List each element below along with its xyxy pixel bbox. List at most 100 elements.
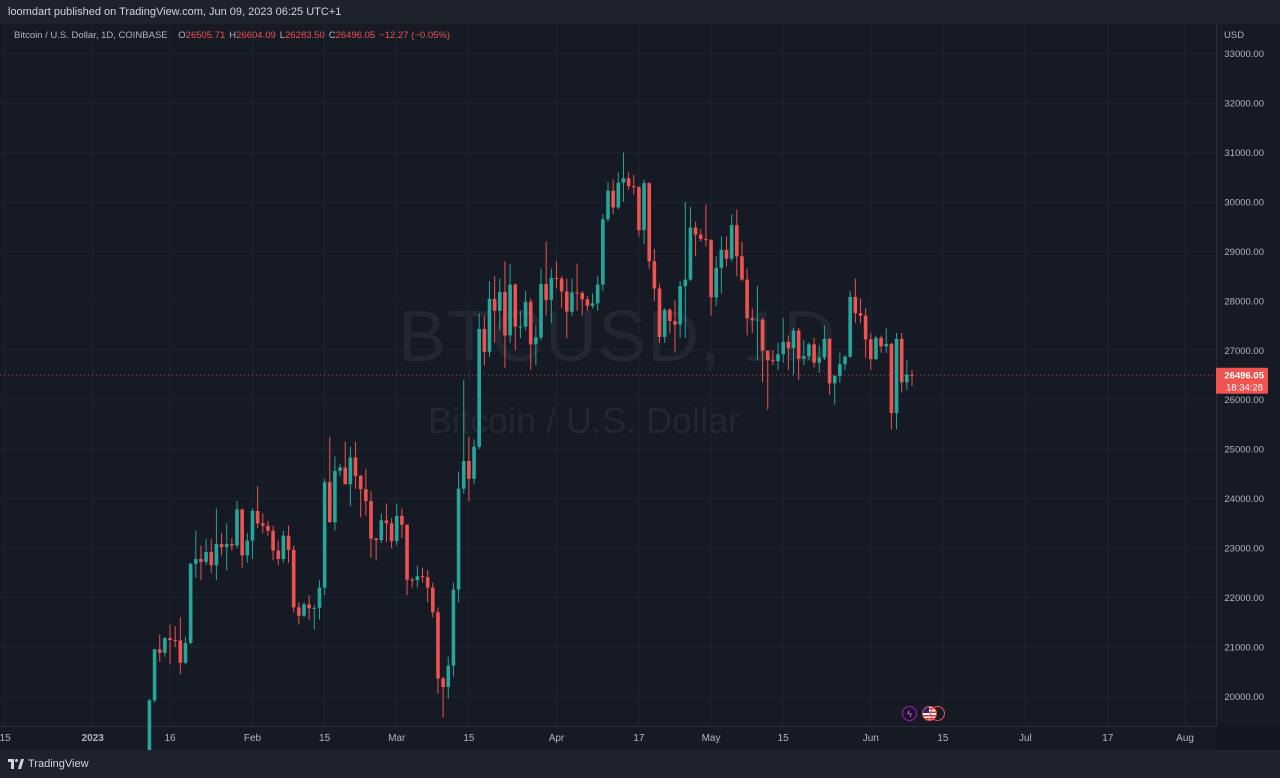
- tradingview-logo[interactable]: TradingView: [8, 758, 89, 770]
- candle-body: [853, 296, 858, 314]
- x-tick-label: Aug: [1176, 733, 1194, 744]
- candle-body: [193, 558, 198, 564]
- candle-body: [564, 291, 569, 312]
- candle-body: [729, 225, 734, 259]
- candle-body: [467, 461, 471, 479]
- candle-body: [590, 303, 595, 306]
- legend-close-value: 26496.05: [335, 30, 376, 41]
- candle-body: [796, 330, 801, 359]
- y-tick-label: 31000.00: [1224, 148, 1264, 159]
- candle-body: [704, 239, 708, 241]
- candle-body: [235, 509, 239, 546]
- x-tick-label: Feb: [244, 733, 262, 744]
- y-tick-label: 30000.00: [1224, 197, 1264, 208]
- candle-body: [163, 638, 167, 653]
- candle-body: [601, 219, 605, 285]
- legend-close-label: C: [328, 30, 336, 41]
- candle-body: [183, 642, 188, 663]
- candle-body: [456, 488, 461, 590]
- candle-body: [307, 604, 311, 609]
- candle-body: [431, 587, 435, 613]
- candle-body: [668, 309, 672, 322]
- candle-body: [523, 301, 528, 327]
- y-tick-label: 22000.00: [1224, 593, 1264, 604]
- y-tick-label: 28000.00: [1224, 296, 1264, 307]
- candle-body: [240, 509, 244, 556]
- candle-body: [662, 309, 667, 337]
- legend-open-label: O: [178, 30, 186, 41]
- candle-body: [497, 291, 502, 311]
- candle-body: [714, 267, 719, 298]
- candle-body: [405, 524, 409, 580]
- candle-body: [822, 338, 827, 358]
- candle-body: [503, 291, 507, 336]
- candle-body: [333, 470, 337, 523]
- x-tick-label: 17: [1102, 733, 1114, 744]
- lightning-icon[interactable]: ϟ: [902, 706, 917, 721]
- candle-body: [776, 354, 780, 362]
- legend-low-label: L: [279, 30, 286, 41]
- candle-body: [688, 227, 693, 280]
- candle-body: [317, 587, 322, 608]
- legend-high-value: 26604.09: [236, 30, 276, 41]
- x-tick-label: 15: [937, 733, 949, 744]
- x-tick-label: 16: [164, 733, 176, 744]
- legend-symbol: Bitcoin / U.S. Dollar, 1D, COINBASE: [14, 30, 168, 41]
- y-tick-label: 20000.00: [1224, 692, 1264, 703]
- candle-body: [369, 501, 373, 539]
- x-tick-label: Mar: [388, 733, 406, 744]
- candle-body: [884, 343, 889, 347]
- candle-body: [673, 321, 677, 325]
- candle-body: [343, 467, 348, 485]
- candle-body: [827, 338, 832, 384]
- candle-body: [214, 544, 219, 566]
- candle-body: [302, 604, 306, 616]
- x-tick-label: May: [702, 733, 721, 744]
- candle-body: [518, 326, 523, 328]
- candle-body: [750, 318, 755, 320]
- candle-body: [209, 551, 214, 566]
- time-axis[interactable]: [0, 726, 1216, 750]
- candle-body: [760, 319, 765, 351]
- x-tick-label: 15: [319, 733, 331, 744]
- y-tick-label: 29000.00: [1224, 247, 1264, 258]
- candle-body: [585, 299, 590, 306]
- candle-body: [637, 187, 641, 231]
- candle-body: [358, 475, 363, 490]
- candle-body: [879, 337, 883, 347]
- candle-body: [698, 234, 703, 240]
- candle-body: [554, 278, 559, 280]
- candle-body: [549, 278, 554, 300]
- x-tick-label: 15: [0, 733, 11, 744]
- candle-body: [874, 337, 878, 360]
- candle-body: [157, 649, 162, 653]
- candle-body: [905, 374, 909, 383]
- candle-body: [832, 375, 837, 384]
- footer-bar: TradingView: [0, 750, 1280, 778]
- candle-body: [173, 639, 177, 641]
- candle-body: [652, 261, 657, 289]
- candle-body: [693, 227, 698, 235]
- y-tick-label: 26000.00: [1224, 395, 1264, 406]
- candle-body: [642, 183, 646, 231]
- candle-body: [271, 530, 275, 551]
- brand-name: TradingView: [28, 758, 89, 770]
- candle-body: [508, 284, 512, 336]
- candle-body: [441, 678, 445, 687]
- candle-body: [219, 544, 224, 548]
- candle-body: [384, 520, 389, 524]
- chart-legend: Bitcoin / U.S. Dollar, 1D, COINBASE O 265…: [14, 30, 450, 41]
- candle-body: [817, 357, 822, 363]
- candle-body: [848, 296, 852, 357]
- candle-body: [544, 284, 548, 300]
- candle-body: [807, 344, 811, 357]
- candle-body: [719, 249, 724, 268]
- y-tick-label: 27000.00: [1224, 346, 1264, 357]
- candle-body: [647, 183, 652, 262]
- candle-body: [482, 329, 487, 352]
- countdown-label: 18:34:28: [1226, 383, 1263, 394]
- y-tick-label: 21000.00: [1224, 642, 1264, 653]
- candle-body: [312, 607, 317, 609]
- y-tick-label: 33000.00: [1224, 49, 1264, 60]
- candle-body: [286, 535, 291, 551]
